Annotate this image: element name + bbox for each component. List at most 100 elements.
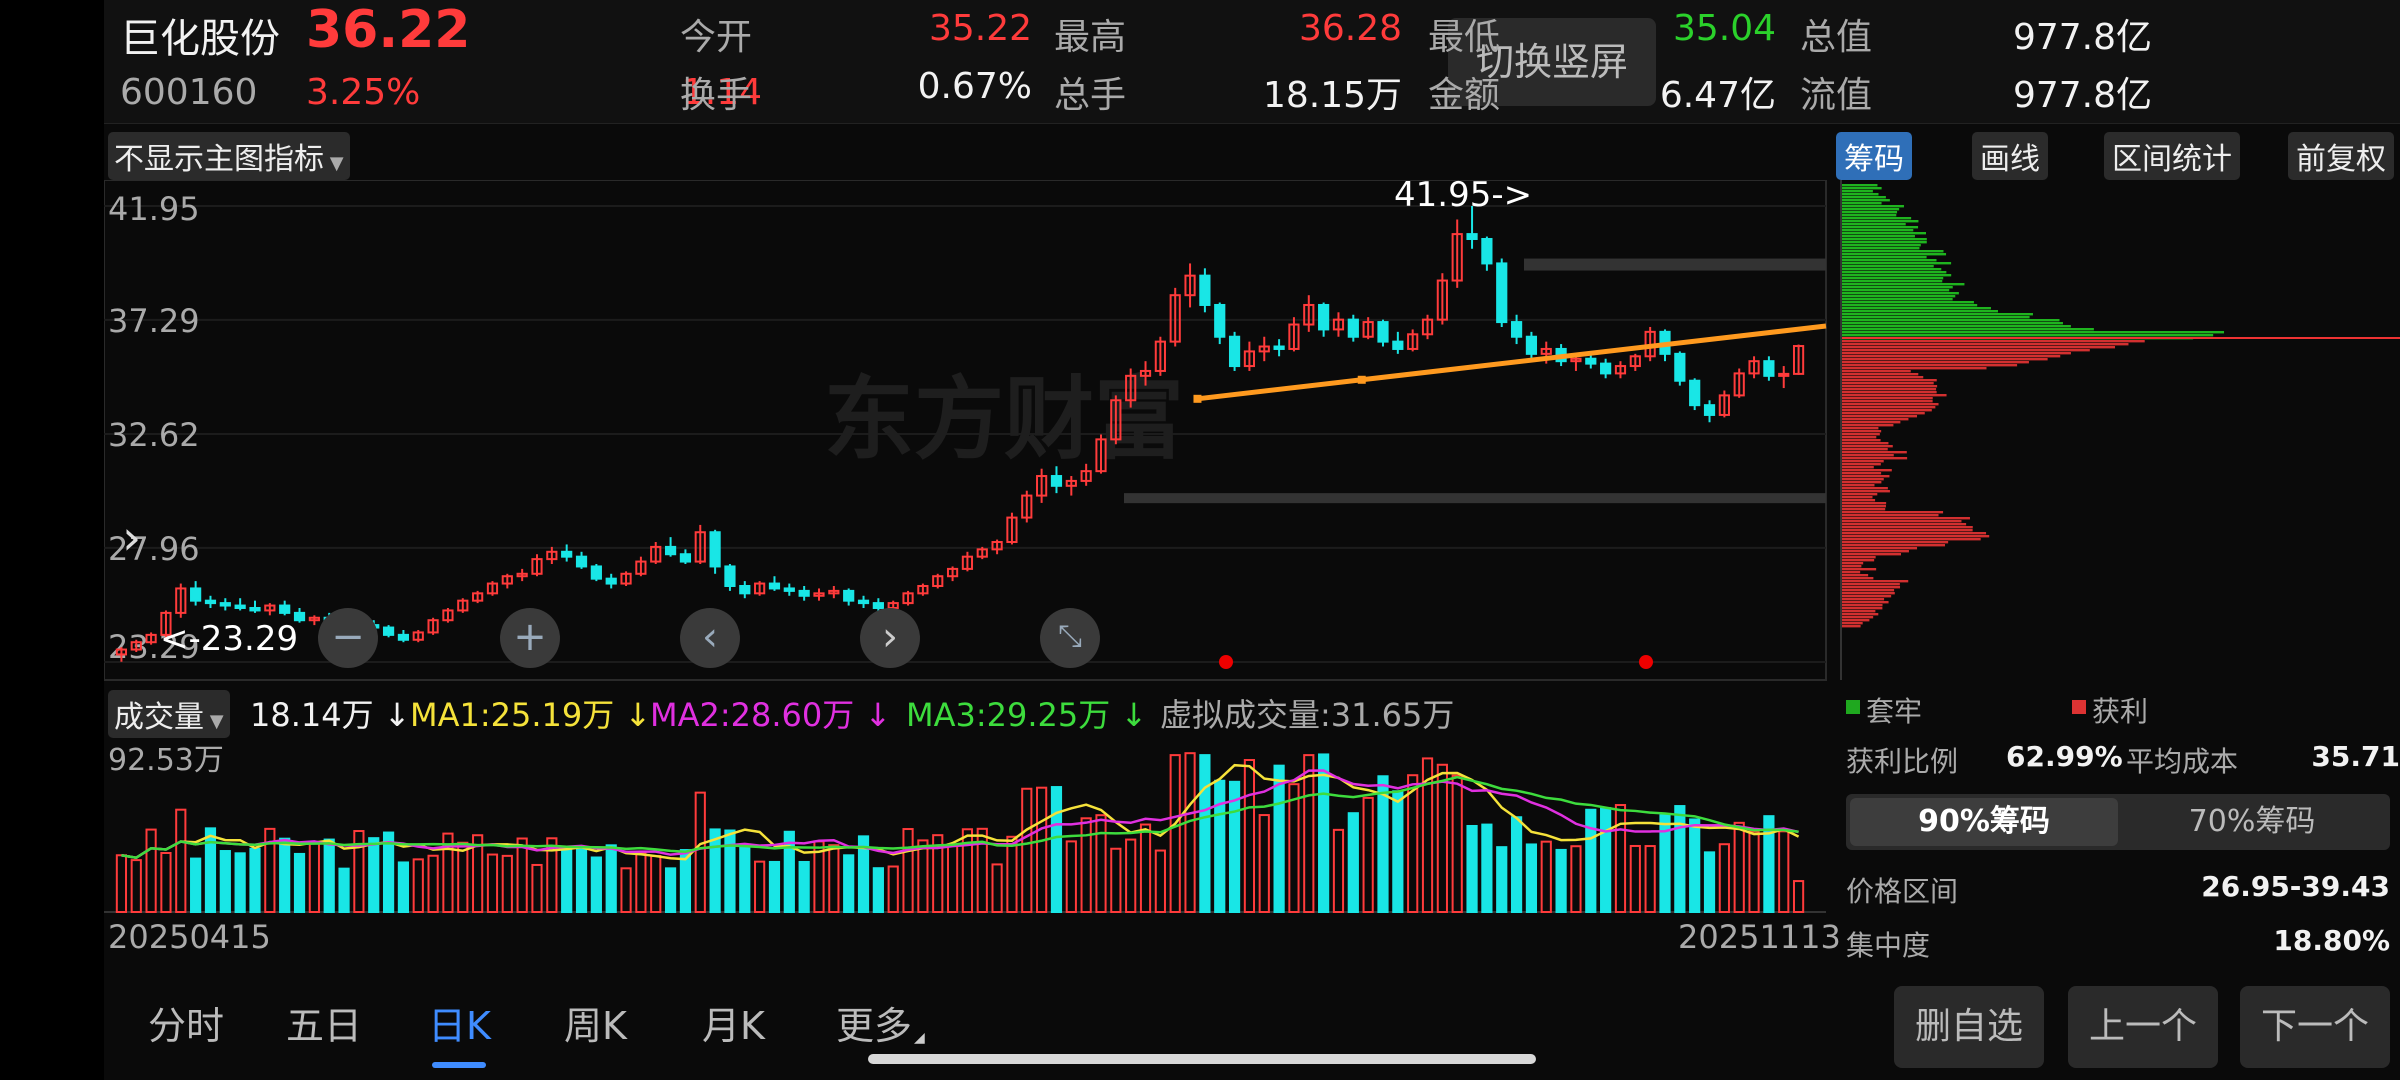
candle: [932, 573, 944, 589]
candle: [1021, 490, 1033, 523]
volume-bar: [279, 837, 291, 913]
chip-tab[interactable]: 区间统计: [2104, 132, 2240, 180]
scroll-right-button[interactable]: ›: [860, 608, 920, 668]
volume-bar: [1332, 828, 1345, 913]
chip-bars: [1840, 180, 2400, 680]
volume-bar: [1258, 814, 1270, 913]
volume-bar: [442, 832, 454, 913]
chip-tab[interactable]: 筹码: [1836, 132, 1912, 180]
candle: [190, 581, 202, 606]
volume-bar: [1540, 840, 1552, 913]
home-indicator[interactable]: [868, 1054, 1536, 1064]
concentration-label: 集中度: [1846, 929, 1931, 962]
switch-portrait-button[interactable]: 切换竖屏: [1448, 18, 1656, 106]
legend-swatch: [2072, 700, 2086, 714]
period-tab[interactable]: 日K: [428, 1004, 491, 1048]
volume-bar: [1659, 814, 1671, 913]
zoom-out-button[interactable]: −: [318, 608, 378, 668]
volume-bar: [798, 860, 810, 914]
expand-left-icon[interactable]: ›: [122, 510, 142, 566]
volume-bar: [1407, 774, 1419, 913]
volume-bars: [115, 752, 1805, 914]
volume-bar: [308, 841, 320, 913]
watermark: 东方财富: [824, 367, 1184, 472]
volume-bar: [427, 854, 439, 914]
candle: [279, 600, 291, 616]
volume-bar: [234, 852, 246, 913]
volume-bar: [1451, 774, 1463, 913]
candle: [397, 629, 410, 643]
volume-bar: [368, 837, 380, 913]
volume-bar: [1318, 753, 1330, 913]
event-dot[interactable]: [1219, 655, 1233, 669]
volume-bar: [204, 827, 217, 913]
candle: [961, 551, 974, 572]
quote-label: 总手: [1054, 75, 1127, 116]
volume-bar: [1199, 754, 1211, 914]
volume-bar: [1362, 796, 1374, 913]
volume-ma-line: [121, 775, 1799, 859]
period-tab[interactable]: 五日: [286, 1004, 363, 1048]
legend-label: 获利: [2092, 695, 2149, 728]
volume-ma2-text: MA2:28.60万: [650, 696, 855, 734]
volume-ma-line: [121, 763, 1800, 861]
candle: [1169, 287, 1181, 347]
price-grid: [104, 180, 1827, 681]
volume-bar: [175, 808, 187, 913]
period-tab[interactable]: 周K: [564, 1004, 627, 1048]
quote-label: 最低: [1428, 17, 1501, 58]
quote-label: 最高: [1054, 17, 1127, 58]
volume-bar: [531, 863, 543, 913]
candle: [382, 625, 395, 638]
event-dot[interactable]: [1639, 655, 1653, 669]
volume-bar: [501, 854, 513, 913]
volume-indicator-select[interactable]: 成交量 ▼: [108, 690, 230, 738]
chip-range-tab[interactable]: 70%筹码: [2188, 804, 2316, 839]
candle: [442, 607, 454, 623]
main-indicator-select[interactable]: 不显示主图指标 ▼: [108, 132, 350, 180]
volume-bar: [590, 856, 602, 913]
volume-bar: [160, 852, 172, 913]
period-tab[interactable]: 月K: [702, 1004, 765, 1048]
chip-tab[interactable]: 前复权: [2288, 132, 2394, 180]
period-tab[interactable]: 分时: [148, 1004, 225, 1048]
candle: [1036, 468, 1048, 503]
bottom-button[interactable]: 删自选: [1894, 986, 2044, 1068]
candle: [1748, 356, 1760, 379]
dropdown-caret-icon: ▼: [324, 153, 344, 174]
volume-bar: [828, 844, 840, 913]
volume-bar: [605, 844, 617, 913]
chip-tab[interactable]: 画线: [1972, 132, 2048, 180]
fullscreen-exit-icon[interactable]: ⤡: [1040, 608, 1100, 668]
volume-bar: [887, 865, 899, 914]
date-start: 20250415: [108, 918, 271, 956]
volume-chart[interactable]: 92.53万: [104, 738, 1834, 914]
candle: [694, 524, 706, 565]
volume-bar: [1228, 780, 1241, 913]
volume-bar: [1214, 779, 1226, 913]
chip-range-tab[interactable]: 90%筹码: [1850, 798, 2118, 846]
trendline[interactable]: [1193, 323, 1827, 403]
candle: [175, 583, 187, 618]
quote-label: 金额: [1428, 75, 1501, 116]
bottom-button[interactable]: 下一个: [2240, 986, 2390, 1068]
volume-bar: [843, 854, 855, 913]
avg-cost-label: 平均成本: [2126, 745, 2239, 778]
period-tab[interactable]: 更多: [836, 1004, 913, 1048]
volume-bar: [219, 850, 231, 913]
candle: [857, 595, 870, 608]
scroll-left-button[interactable]: ‹: [680, 608, 740, 668]
candle: [160, 610, 172, 638]
volume-bar: [679, 849, 692, 913]
volume-value-text: 18.14万: [250, 696, 374, 734]
volume-bar: [991, 863, 1003, 913]
volume-bar: [1184, 752, 1196, 914]
bottom-button[interactable]: 上一个: [2068, 986, 2218, 1068]
volume-bar: [664, 867, 677, 914]
volume-bar: [1570, 845, 1582, 913]
zoom-in-button[interactable]: +: [500, 608, 560, 668]
candle: [590, 564, 602, 582]
quote-value: 0.67%: [917, 66, 1032, 107]
candle: [650, 542, 662, 565]
